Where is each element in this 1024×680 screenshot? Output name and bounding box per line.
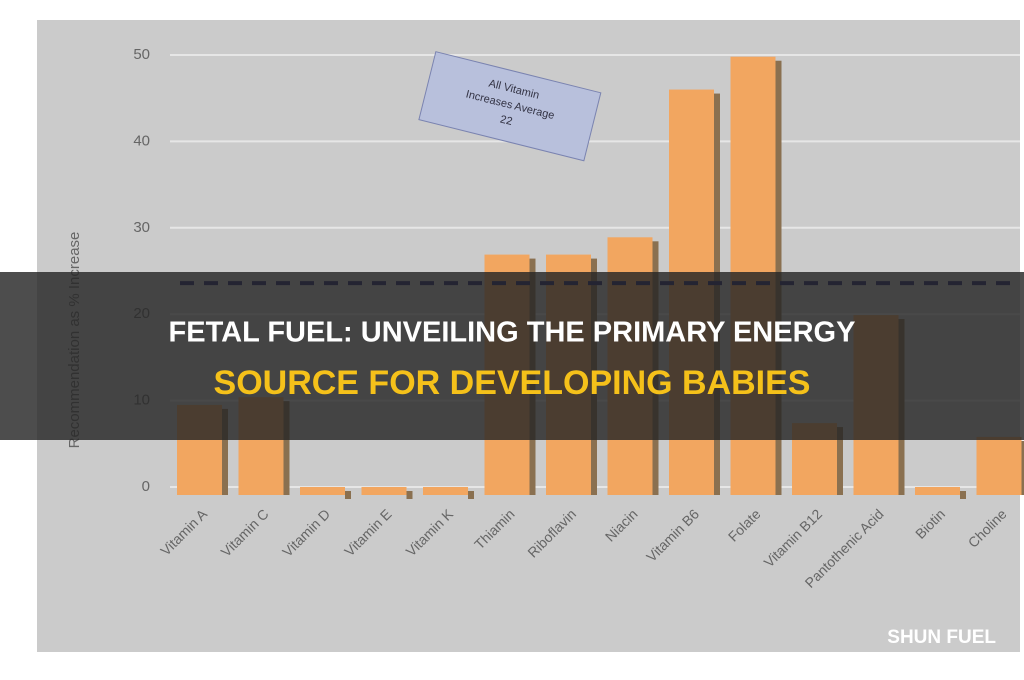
- bar-shadow: [837, 427, 843, 495]
- y-tick-label: 50: [133, 46, 150, 63]
- bar: [915, 487, 960, 495]
- bar-shadow: [468, 491, 474, 499]
- y-tick-label: 0: [142, 478, 150, 495]
- annotation-box: [418, 51, 602, 162]
- bar-shadow: [283, 401, 290, 495]
- bar-shadow: [960, 491, 966, 499]
- banner-title: FETAL FUEL: UNVEILING THE PRIMARY ENERGY: [169, 317, 856, 349]
- bar-shadow: [222, 408, 228, 495]
- annotation-line: 22: [499, 113, 514, 128]
- bar-shadow: [1021, 440, 1024, 495]
- bar-shadow: [406, 491, 413, 499]
- bar: [361, 487, 407, 495]
- bar-shadow: [345, 491, 351, 499]
- y-tick-label: 30: [133, 219, 150, 236]
- watermark: SHUN FUEL: [887, 627, 996, 648]
- banner-title: SOURCE FOR DEVELOPING BABIES: [214, 364, 811, 402]
- bar: [300, 487, 345, 495]
- bar: [976, 436, 1022, 495]
- banner: [0, 272, 1024, 440]
- y-tick-label: 40: [133, 132, 150, 149]
- bar: [423, 487, 468, 495]
- annotation-flag: All Vitamin Increases Average 22: [418, 51, 602, 162]
